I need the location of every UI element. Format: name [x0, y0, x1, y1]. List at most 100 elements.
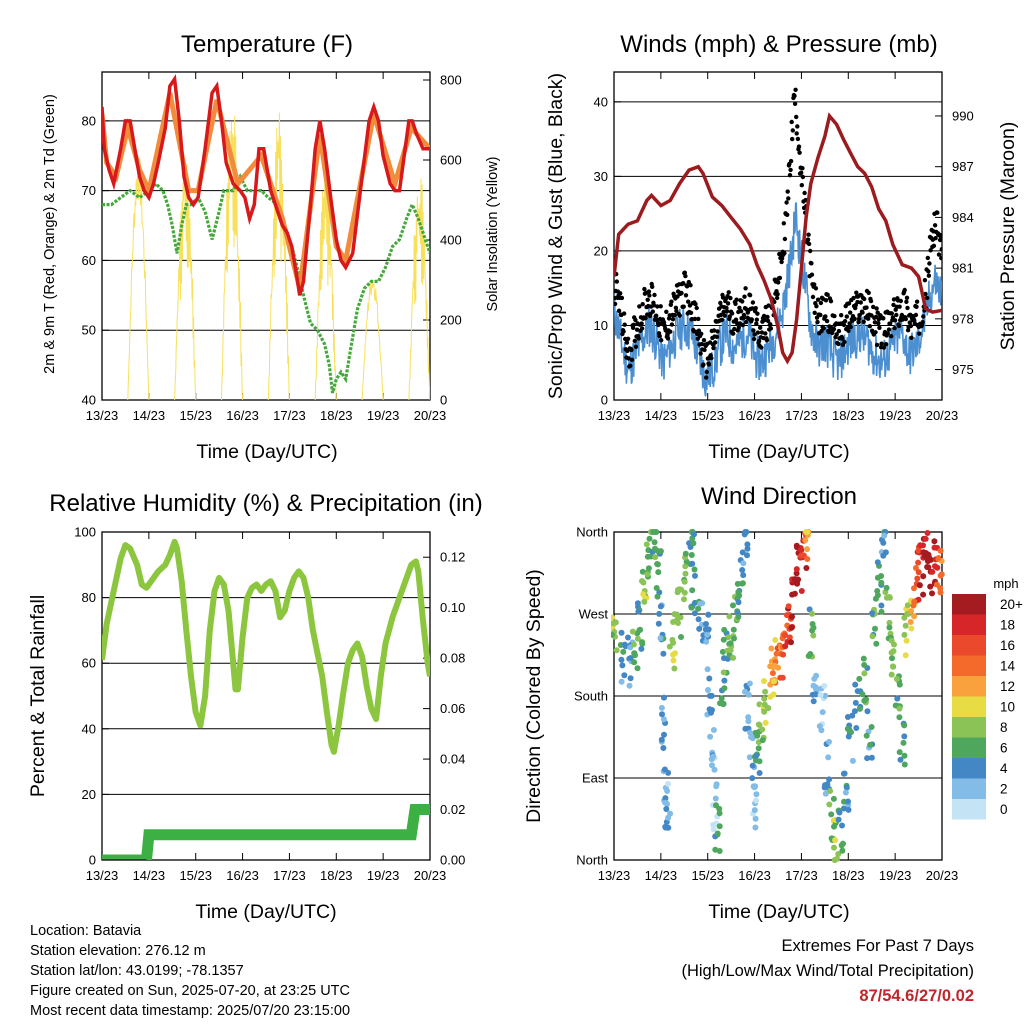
x-tick-label: 19/23 [879, 868, 912, 883]
direction-point [768, 645, 775, 652]
gust-point [836, 328, 842, 334]
legend-label: 6 [1000, 741, 1008, 756]
direction-point [756, 722, 763, 728]
direction-point [690, 540, 697, 547]
gust-point [733, 317, 739, 322]
gust-point [908, 323, 914, 329]
gust-point [937, 237, 942, 243]
legend-label: 20+ [1000, 597, 1023, 612]
gust-point [935, 210, 940, 215]
x-tick-label: 18/23 [320, 408, 353, 423]
gust-point [794, 131, 799, 136]
gust-point [787, 173, 793, 178]
direction-point [901, 752, 908, 759]
direction-point [845, 806, 852, 813]
direction-point [721, 685, 728, 692]
direction-point [920, 573, 927, 580]
direction-point [759, 726, 766, 733]
gust-point [881, 345, 887, 350]
direction-point [830, 795, 837, 802]
x-tick-label: 13/23 [598, 868, 631, 883]
y2-tick-label: 400 [440, 233, 462, 248]
direction-point [780, 651, 787, 658]
gust-point [854, 290, 859, 295]
gust-point [702, 347, 707, 353]
gust-point [800, 166, 805, 171]
y-tick-label: 20 [594, 243, 608, 258]
y-tick-label: 40 [82, 393, 96, 408]
direction-point [632, 652, 638, 659]
direction-point [704, 631, 711, 638]
direction-point [937, 572, 944, 579]
direction-point [902, 652, 909, 659]
temperature-y2label: Solar Insolation (Yellow) [485, 156, 501, 311]
direction-point [901, 733, 908, 740]
gust-point [740, 322, 745, 328]
gust-point [622, 322, 627, 327]
gust-point [874, 342, 880, 348]
direction-point [692, 572, 698, 579]
y-tick-label: 30 [594, 169, 608, 184]
direction-point [744, 552, 750, 559]
direction-point [788, 639, 794, 646]
direction-point [618, 629, 625, 636]
direction-point [711, 766, 718, 773]
gust-point [750, 306, 755, 311]
direction-point [856, 675, 863, 682]
gust-point [862, 296, 867, 302]
gust-point [640, 302, 645, 307]
direction-point [681, 589, 688, 596]
gust-point [939, 247, 942, 252]
gust-point [733, 301, 738, 306]
legend-swatch [952, 614, 986, 635]
direction-point [809, 627, 816, 634]
gust-point [628, 363, 633, 368]
direction-point [860, 655, 867, 662]
direction-point [917, 542, 924, 549]
y-tick-label: East [582, 771, 608, 786]
gust-point [713, 340, 718, 345]
gust-point [805, 237, 811, 242]
gust-point [751, 328, 756, 333]
direction-point [874, 559, 881, 566]
direction-point [749, 735, 756, 742]
x-tick-label: 17/23 [273, 868, 306, 883]
direction-point [822, 790, 829, 797]
direction-point [667, 810, 674, 817]
direction-point [924, 530, 931, 536]
direction-point [888, 649, 895, 656]
gust-point [920, 320, 925, 325]
series-group [102, 74, 430, 400]
direction-point [621, 641, 628, 648]
gust-point [931, 243, 937, 248]
y-tick-label: 80 [82, 590, 96, 605]
gust-point [688, 310, 694, 315]
direction-point [811, 675, 818, 682]
x-tick-label: 16/23 [738, 408, 771, 423]
direction-point [730, 626, 737, 633]
direction-point [639, 578, 645, 584]
gust-point [711, 345, 716, 351]
gust-point [823, 298, 829, 303]
gust-point [614, 279, 619, 284]
gust-point [842, 339, 847, 345]
direction-point [826, 801, 833, 808]
direction-point [634, 665, 641, 672]
speed-legend: mph 20+ 18 16 14 12 10 8 6 4 2 0 [952, 576, 1023, 820]
gust-point [809, 261, 814, 266]
gust-point [794, 114, 799, 120]
recent-text: Most recent data timestamp: 2025/07/20 2… [30, 1003, 351, 1019]
direction-point [908, 625, 915, 632]
direction-point [839, 822, 845, 829]
direction-point [755, 745, 762, 752]
gust-point [654, 313, 659, 318]
direction-point [660, 745, 667, 751]
gust-point [789, 119, 794, 125]
latlon-text: Station lat/lon: 43.0199; -78.1357 [30, 963, 244, 979]
x-tick-label: 13/23 [86, 408, 119, 423]
gust-point [646, 289, 652, 294]
direction-point [691, 610, 698, 617]
gust-point [734, 297, 739, 302]
direction-point [689, 560, 696, 567]
winds-ylabel: Sonic/Prop Wind & Gust (Blue, Black) [545, 73, 567, 399]
